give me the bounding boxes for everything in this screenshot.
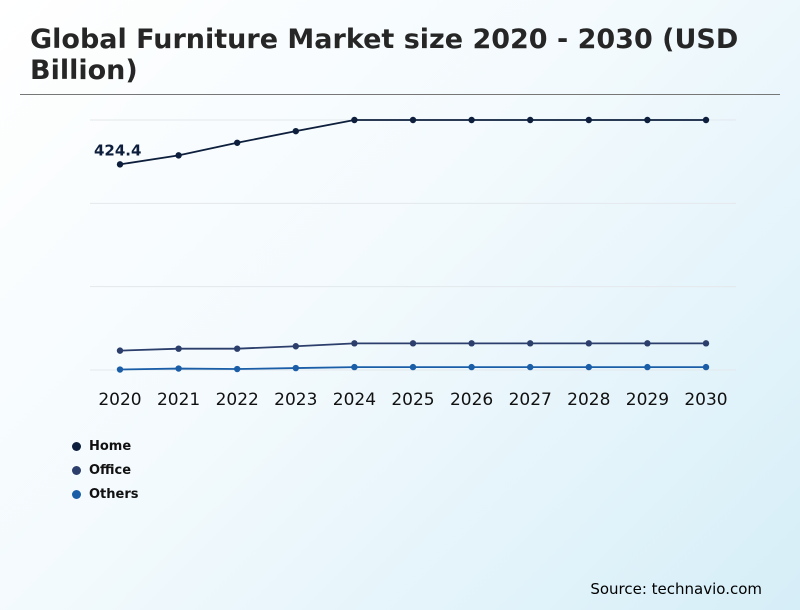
data-point-others xyxy=(585,363,592,371)
legend-swatch-icon xyxy=(72,465,81,475)
x-tick-label: 2021 xyxy=(157,390,200,410)
series-line-home xyxy=(119,119,706,166)
data-point-others xyxy=(702,363,710,371)
data-point-home xyxy=(468,116,475,124)
data-point-office xyxy=(585,340,592,347)
data-point-office xyxy=(527,340,534,347)
legend-item-office: Office xyxy=(72,458,139,482)
legend-label: Others xyxy=(89,486,139,502)
legend-swatch-icon xyxy=(72,489,81,499)
data-point-home xyxy=(527,116,534,124)
legend-label: Home xyxy=(89,438,132,454)
x-tick-label: 2024 xyxy=(333,390,376,410)
data-point-home xyxy=(585,116,592,124)
legend-item-others: Others xyxy=(72,482,139,506)
data-point-home xyxy=(116,161,124,168)
x-tick-label: 2023 xyxy=(274,390,317,410)
chart-title: Global Furniture Market size 2020 - 2030… xyxy=(30,24,739,86)
data-point-office xyxy=(644,340,651,347)
x-tick-label: 2029 xyxy=(626,390,669,410)
data-point-office xyxy=(234,345,241,352)
title-divider xyxy=(20,94,780,95)
data-point-others xyxy=(527,363,534,371)
data-point-home xyxy=(292,127,299,135)
x-tick-label: 2028 xyxy=(567,390,610,410)
data-point-others xyxy=(468,363,475,371)
data-point-others xyxy=(351,363,358,371)
chart-legend: Home Office Others xyxy=(72,434,139,506)
data-point-others xyxy=(234,365,241,373)
data-point-home xyxy=(644,116,651,124)
legend-label: Office xyxy=(89,462,132,478)
data-point-others xyxy=(175,365,182,372)
data-point-office xyxy=(702,340,710,347)
x-tick-label: 2026 xyxy=(450,390,493,410)
data-point-office xyxy=(175,345,182,352)
data-point-office xyxy=(292,343,299,350)
data-point-home xyxy=(234,139,241,146)
data-label: 424.4 xyxy=(94,141,141,159)
data-point-others xyxy=(292,364,299,372)
legend-item-home: Home xyxy=(72,434,139,458)
x-tick-label: 2025 xyxy=(391,390,434,410)
x-tick-label: 2022 xyxy=(216,390,259,410)
source-note: Source: technavio.com xyxy=(590,580,762,598)
data-point-office xyxy=(468,340,475,347)
data-point-office xyxy=(116,347,124,354)
data-point-others xyxy=(116,366,124,373)
data-point-office xyxy=(409,340,417,347)
data-point-others xyxy=(644,363,651,371)
x-tick-label: 2030 xyxy=(684,390,727,410)
data-point-home xyxy=(351,116,358,124)
data-point-office xyxy=(351,340,358,347)
data-point-home xyxy=(409,116,417,124)
x-tick-label: 2027 xyxy=(509,390,552,410)
x-tick-label: 2020 xyxy=(98,390,141,410)
data-point-others xyxy=(409,363,417,371)
legend-swatch-icon xyxy=(72,441,81,451)
data-point-home xyxy=(175,152,182,159)
data-point-home xyxy=(702,116,710,124)
